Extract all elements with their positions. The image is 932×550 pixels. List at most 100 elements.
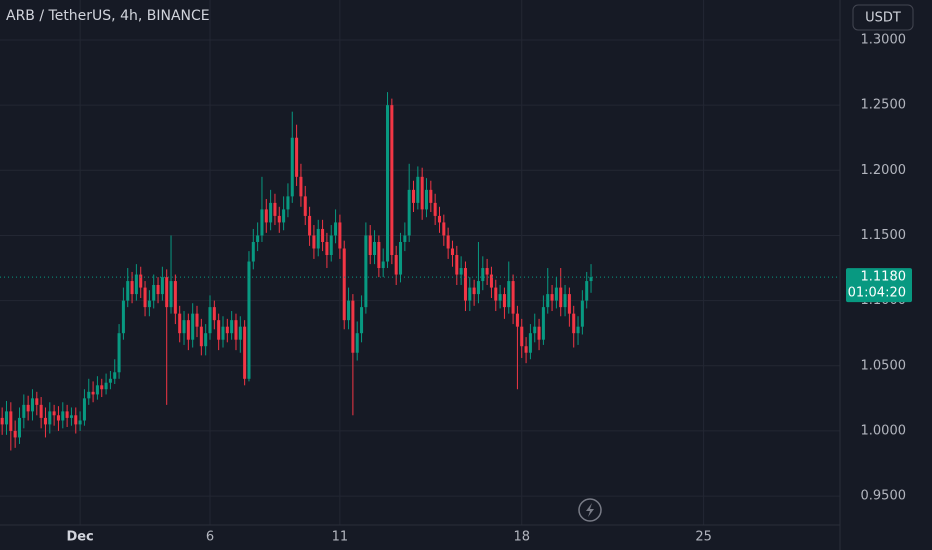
candle-body (147, 300, 151, 308)
candle-body (152, 284, 156, 301)
candle-body (91, 391, 95, 395)
candle-body (576, 326, 580, 334)
candle-body (156, 284, 160, 295)
candle-body (403, 235, 407, 242)
candle-body (468, 287, 472, 301)
candle-body (515, 313, 519, 327)
candle-body (39, 404, 43, 418)
candle-body (56, 415, 60, 421)
candle-body (74, 415, 78, 425)
candle-body (550, 294, 554, 301)
candle-body (169, 281, 173, 308)
candle-body (234, 320, 238, 340)
candle-body (221, 326, 225, 340)
candle-body (394, 255, 398, 275)
candle-body (308, 215, 312, 236)
candle-body (217, 320, 221, 340)
candle-body (243, 326, 247, 379)
candle-body (0, 417, 4, 425)
candle-body (347, 300, 351, 321)
currency-label[interactable]: USDT (865, 11, 901, 26)
overlay: 0.95001.00001.05001.10001.15001.20001.25… (0, 33, 912, 545)
candle-body (463, 268, 467, 301)
candle-body (541, 307, 545, 340)
candle-body (121, 300, 125, 334)
candle-body (4, 411, 9, 425)
candle-body (48, 411, 52, 425)
candle-body (295, 137, 299, 177)
candle-body (134, 274, 138, 295)
candle-body (212, 307, 216, 321)
candle-body (178, 313, 182, 334)
grid (0, 0, 840, 525)
candle-body (567, 294, 571, 314)
candle-body (35, 398, 39, 405)
candle-body (364, 235, 368, 308)
candle-body (87, 391, 91, 399)
candle-body (390, 105, 394, 256)
currency-button[interactable] (852, 4, 914, 31)
candle-body (52, 411, 56, 416)
candle-body (338, 222, 342, 249)
candle-body (386, 105, 390, 262)
candle-body (225, 326, 229, 334)
candle-body (286, 196, 290, 210)
candle-body (533, 326, 537, 334)
candle-body (334, 222, 338, 236)
candle-body (459, 268, 463, 275)
candle-body (61, 411, 65, 421)
candle-body (78, 420, 82, 425)
candle-body (139, 274, 143, 288)
candle-body (368, 235, 372, 256)
candle-body (433, 202, 437, 216)
candle-body (559, 287, 563, 308)
candle-body (416, 176, 420, 203)
candle-body (316, 228, 320, 249)
x-tick-label: 25 (695, 530, 712, 545)
candle-body (572, 313, 576, 334)
candle-body (282, 209, 286, 223)
candle-body (238, 326, 242, 340)
candle-body (351, 300, 355, 353)
lightning-icon[interactable] (578, 498, 602, 522)
y-tick-label: 1.0500 (861, 358, 907, 373)
candle-body (411, 189, 416, 203)
candle-body (312, 235, 316, 249)
candle-body (511, 281, 515, 314)
candle-body (277, 215, 281, 223)
candle-body (381, 261, 385, 269)
y-tick-label: 1.2000 (861, 163, 907, 178)
candle-body (485, 268, 489, 275)
x-tick-label: 18 (513, 530, 530, 545)
candle-body (43, 417, 47, 425)
candle-body (113, 372, 117, 379)
candle-body (69, 415, 73, 418)
candle-body (191, 313, 195, 340)
y-tick-label: 1.0000 (861, 423, 907, 438)
candle-body (186, 320, 190, 340)
last-price-box (846, 268, 912, 303)
candle-body (455, 255, 459, 275)
candle-body (26, 404, 30, 412)
candle-body (554, 287, 558, 301)
candle-body (13, 430, 17, 438)
candle-body (82, 398, 86, 421)
candle-body (182, 320, 186, 334)
candle-body (399, 241, 403, 275)
y-tick-label: 1.3000 (861, 33, 907, 48)
candle-body (325, 241, 329, 256)
candle-body (407, 189, 411, 236)
candle-body (126, 281, 130, 301)
candle-body (173, 281, 177, 314)
candle-body (208, 307, 212, 334)
y-tick-label: 1.1500 (861, 228, 907, 243)
y-tick-label: 1.2500 (861, 98, 907, 113)
candle-body (589, 277, 593, 282)
candle-body (303, 196, 307, 216)
last-price-label: 1.1180 (861, 270, 907, 285)
candle-body (195, 313, 199, 327)
candle-body (472, 287, 476, 295)
candle-body (442, 222, 446, 236)
candle-body (273, 202, 277, 216)
